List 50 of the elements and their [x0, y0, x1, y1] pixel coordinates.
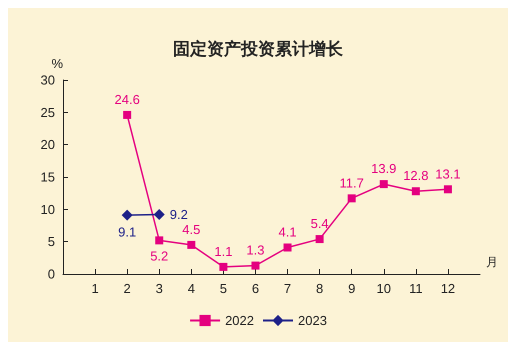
x-tick-label: 8 — [316, 281, 324, 296]
y-tick-label: 15 — [40, 170, 55, 184]
x-tick-label: 9 — [348, 281, 356, 296]
legend-label: 2022 — [225, 313, 254, 328]
point — [348, 194, 356, 202]
point — [155, 236, 164, 244]
point — [380, 180, 388, 188]
x-tick-label: 5 — [220, 281, 227, 296]
x-tick-label: 11 — [409, 281, 423, 296]
data-label: 9.1 — [118, 224, 136, 240]
y-tick-label: 5 — [48, 234, 55, 250]
data-label: 4.1 — [278, 224, 297, 240]
data-label: 11.7 — [340, 175, 364, 190]
x-tick-label: 1 — [91, 281, 99, 296]
data-label: 12.8 — [403, 168, 428, 184]
data-label: 13.9 — [371, 161, 396, 176]
y-tick-label: 0 — [48, 266, 55, 282]
data-label: 9.2 — [170, 207, 188, 222]
point — [412, 187, 420, 196]
data-label: 5.2 — [150, 248, 168, 264]
point — [444, 185, 452, 194]
x-tick-label: 3 — [156, 281, 163, 296]
y-tick-label: 20 — [40, 137, 55, 152]
legend-label: 2023 — [298, 313, 327, 328]
point — [187, 240, 196, 249]
point — [219, 262, 228, 271]
x-tick-label: 10 — [376, 281, 392, 296]
point — [251, 262, 260, 270]
x-tick-label: 4 — [188, 281, 195, 296]
x-tick-label: 2 — [124, 281, 131, 296]
chart-title: 固定资产投资累计增长 — [173, 40, 344, 60]
x-tick-label: 12 — [440, 281, 456, 296]
y-axis-title: % — [51, 56, 64, 71]
data-label: 1.3 — [246, 242, 264, 258]
data-label: 13.1 — [435, 166, 461, 182]
data-label: 4.5 — [182, 222, 200, 237]
data-label: 1.1 — [214, 244, 232, 259]
y-tick-label: 30 — [40, 72, 55, 88]
y-tick-label: 10 — [40, 202, 55, 217]
x-axis-title: 月 — [486, 255, 498, 269]
x-tick-label: 7 — [284, 281, 292, 296]
point — [316, 235, 324, 244]
data-label: 24.6 — [114, 92, 140, 107]
point — [154, 209, 165, 220]
point — [284, 243, 292, 252]
point — [122, 210, 133, 221]
x-tick-label: 6 — [252, 281, 260, 296]
y-tick-label: 25 — [40, 104, 55, 120]
data-label: 5.4 — [310, 216, 329, 232]
point — [123, 110, 132, 119]
